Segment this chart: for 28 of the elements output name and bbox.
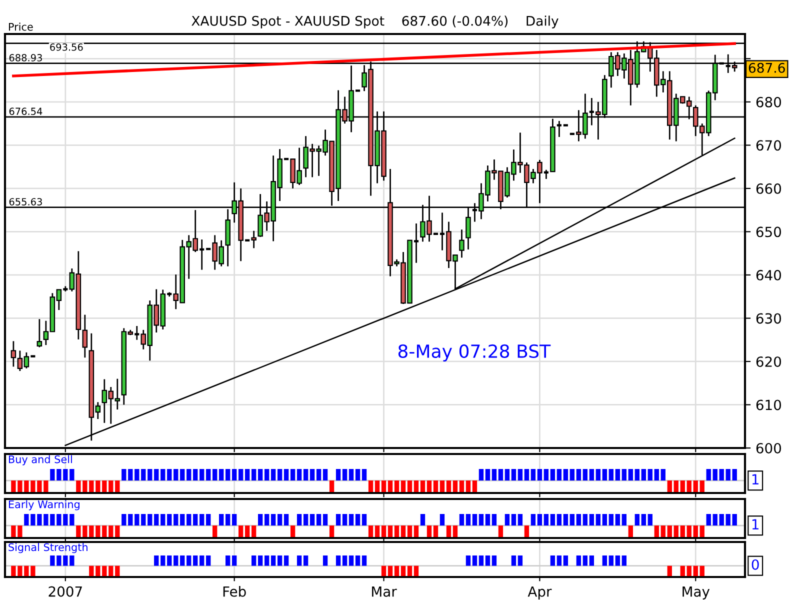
ref-line-label: 693.56 xyxy=(50,43,83,51)
text: 1 xyxy=(752,519,758,530)
y-axis-title: Price xyxy=(8,22,33,31)
ref-line-label: 655.63 xyxy=(9,198,42,206)
y-tick-label: 620 xyxy=(756,356,782,367)
ref-line-label: 676.54 xyxy=(9,108,42,116)
chart-title: Buy and Sell xyxy=(8,455,72,466)
y-tick-label: 670 xyxy=(756,140,782,151)
ref-line-label: 688.93 xyxy=(9,54,42,62)
y-tick-label: 600 xyxy=(756,442,782,454)
chart-title: XAUUSD Spot - XAUUSD Spot 687.60 (-0.04%) Daily xyxy=(192,16,558,28)
x-tick-label: Mar xyxy=(372,586,397,597)
y-tick-label: 640 xyxy=(756,270,782,280)
annotation: 8-May 07:28 BST xyxy=(398,344,551,362)
text: 0 xyxy=(752,559,759,570)
x-tick-label: May xyxy=(682,586,710,600)
y-tick-label: 650 xyxy=(756,226,782,238)
x-tick-label: Apr xyxy=(528,586,552,600)
x-tick-label: Feb xyxy=(223,586,246,597)
x-tick-label: 2007 xyxy=(48,586,82,597)
y-tick-label: 660 xyxy=(756,183,782,194)
text: 1 xyxy=(752,474,758,484)
y-tick-label: 610 xyxy=(756,400,782,410)
chart-title: Early Warning xyxy=(8,500,80,510)
y-tick-label: 630 xyxy=(756,313,782,324)
y-tick-label: 680 xyxy=(756,96,782,108)
chart-title: Signal Strength xyxy=(8,543,88,554)
annotation: 687.6 xyxy=(748,62,785,73)
